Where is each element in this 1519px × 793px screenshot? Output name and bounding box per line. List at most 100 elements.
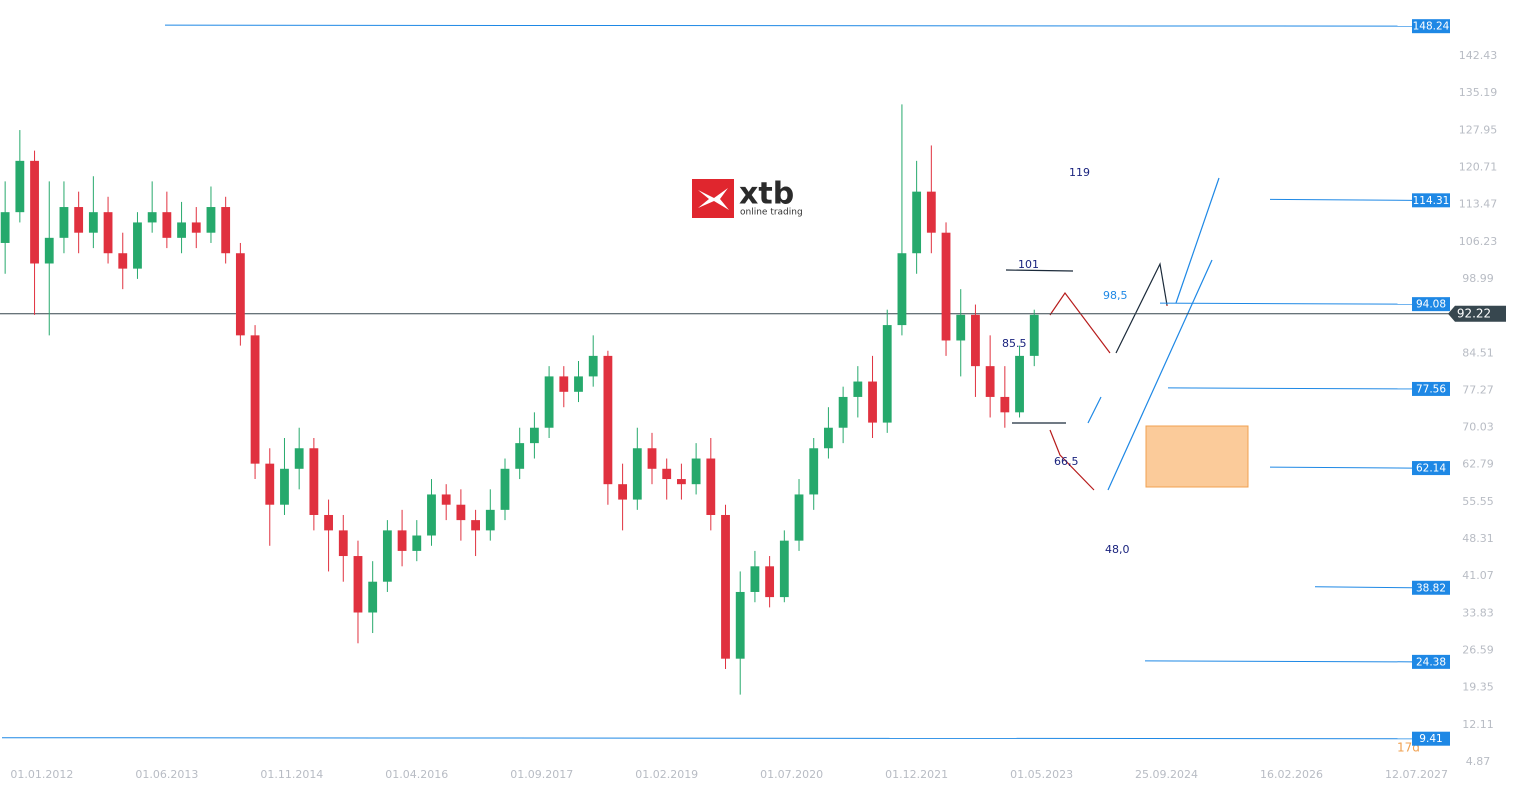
x-tick-label: 01.12.2021 — [885, 768, 948, 781]
projection-line — [1107, 259, 1213, 491]
x-tick-label: 01.07.2020 — [760, 768, 823, 781]
level-label-box — [1412, 381, 1450, 396]
candle-body — [338, 530, 348, 557]
current-price-box — [1448, 305, 1506, 322]
candle-body — [706, 458, 716, 515]
candle-body — [1015, 355, 1024, 413]
candle-body — [309, 448, 319, 515]
candles — [0, 104, 1039, 695]
level-label-box — [1412, 461, 1450, 476]
candle-body — [809, 448, 819, 495]
y-tick-label: 127.95 — [1459, 123, 1498, 136]
current-price-label: 92.22 — [1457, 307, 1491, 321]
candle-body — [15, 160, 25, 213]
candle-body — [926, 191, 936, 233]
projection-line — [1049, 429, 1095, 491]
candle-body — [971, 314, 980, 367]
candle-body — [779, 540, 789, 598]
x-tick-label: 01.06.2013 — [135, 768, 198, 781]
y-tick-label: 4.87 — [1466, 755, 1491, 768]
level-label: 24.38 — [1416, 656, 1446, 668]
candle-body — [559, 376, 569, 392]
candle-body — [515, 443, 525, 469]
level-line — [1144, 660, 1413, 663]
candle-body — [750, 566, 760, 592]
candle-body — [88, 212, 98, 233]
candle-body — [618, 484, 628, 500]
logo-x — [698, 188, 729, 210]
y-tick-label: 62.79 — [1462, 458, 1494, 471]
annotation: 66,5 — [1054, 455, 1079, 468]
candle-body — [838, 396, 848, 428]
candle-body — [912, 191, 922, 254]
candle-body — [397, 530, 407, 551]
candle-body — [691, 458, 701, 485]
level-label: 114.31 — [1413, 195, 1450, 207]
candle-body — [574, 376, 583, 392]
x-tick-label: 16.02.2026 — [1260, 768, 1323, 781]
level-line — [1269, 198, 1413, 201]
annotation: 48,0 — [1105, 543, 1130, 556]
y-tick-label: 142.43 — [1459, 49, 1498, 62]
projection-line — [1115, 262, 1168, 354]
candle-body — [118, 253, 128, 269]
candle-body — [30, 160, 39, 264]
candle-body — [794, 494, 804, 541]
candle-body — [265, 463, 275, 505]
candle-body — [529, 427, 539, 444]
candle-body — [382, 530, 392, 582]
candle-body — [1029, 314, 1039, 356]
x-tick-label: 01.09.2017 — [510, 768, 573, 781]
y-tick-label: 84.51 — [1462, 346, 1494, 359]
y-tick-label: 19.35 — [1462, 681, 1494, 694]
candle-body — [162, 212, 172, 238]
candle-body — [941, 232, 951, 341]
projection-line — [1087, 396, 1102, 424]
candle-body — [133, 222, 142, 269]
annotation: 85.5 — [1002, 337, 1027, 350]
level-label: 9.41 — [1419, 733, 1442, 745]
level-label-box — [1412, 297, 1450, 312]
level-line — [1269, 466, 1413, 469]
candle-body — [280, 468, 289, 505]
level-line — [1159, 302, 1413, 305]
level-line — [164, 24, 1413, 27]
candle-body — [956, 314, 966, 341]
candle-body — [191, 222, 201, 233]
y-tick-label: 98.99 — [1462, 272, 1494, 285]
candle-body — [485, 509, 495, 531]
candle-body — [676, 479, 686, 485]
candle-body — [824, 427, 833, 449]
y-tick-label: 33.83 — [1462, 606, 1494, 619]
level-label: 148.24 — [1413, 21, 1450, 33]
candle-body — [294, 448, 304, 469]
logo-tagline: online trading — [740, 208, 803, 218]
level-label-box — [1412, 19, 1450, 34]
candle-body — [177, 222, 186, 238]
candle-body — [721, 514, 730, 659]
candle-body — [853, 381, 863, 397]
projection-drawings — [1005, 177, 1220, 491]
annotation: 119 — [1069, 166, 1090, 179]
y-tick-label: 26.59 — [1462, 644, 1494, 657]
candle-body — [882, 325, 892, 423]
candle-body — [735, 591, 745, 659]
candle-body — [647, 448, 657, 469]
candle-body — [985, 366, 995, 397]
candle-body — [500, 468, 510, 510]
level-label: 62.14 — [1416, 463, 1446, 475]
candle-body — [147, 212, 157, 223]
candle-body — [368, 581, 378, 613]
x-tick-label: 25.09.2024 — [1135, 768, 1198, 781]
logo-name: xtb — [739, 177, 794, 212]
y-tick-label: 41.07 — [1462, 569, 1494, 582]
candle-body — [544, 376, 554, 428]
candle-body — [897, 253, 907, 326]
candle-body — [44, 237, 54, 264]
y-tick-label: 77.27 — [1462, 383, 1494, 396]
candle-body — [0, 212, 10, 243]
level-label: 94.08 — [1416, 299, 1446, 311]
annotation: 101 — [1018, 258, 1039, 271]
